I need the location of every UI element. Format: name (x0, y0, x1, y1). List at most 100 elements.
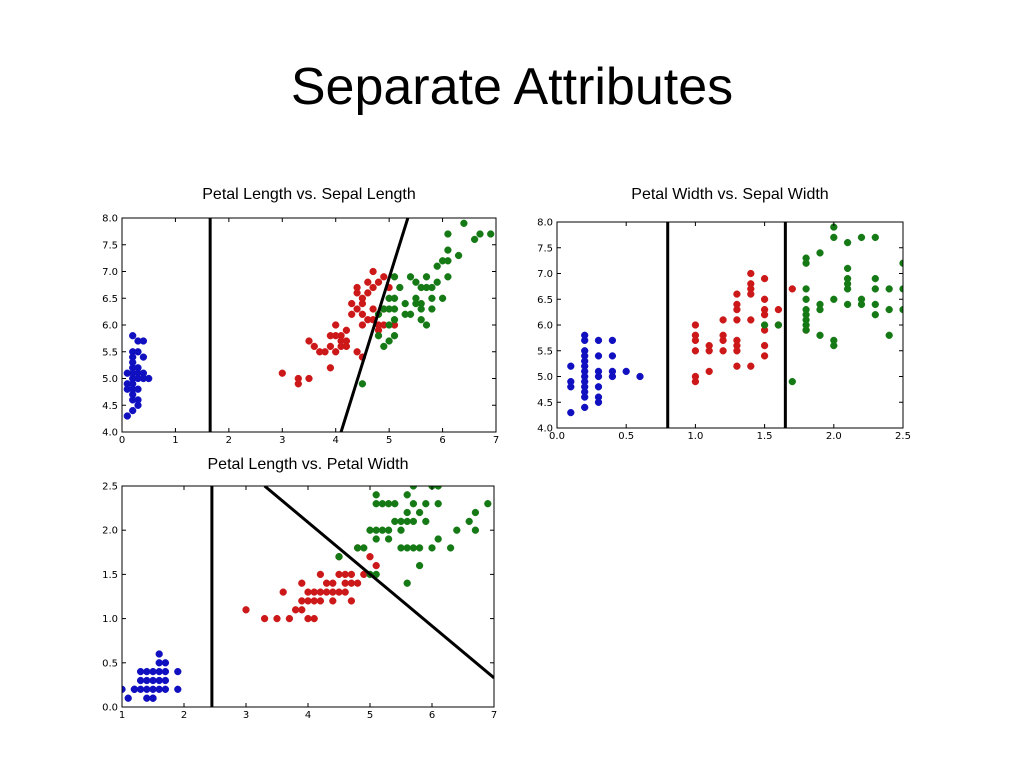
data-point-series-0 (567, 362, 575, 370)
data-point-series-1 (364, 278, 372, 286)
data-point-series-0 (594, 352, 603, 360)
data-point-series-1 (348, 310, 356, 318)
data-point-series-2 (428, 544, 436, 552)
data-point-series-1 (341, 570, 349, 579)
slide-title: Separate Attributes (290, 58, 734, 116)
data-point-series-2 (372, 526, 380, 534)
data-point-series-2 (409, 486, 418, 490)
data-point-series-2 (390, 273, 399, 281)
data-point-series-2 (403, 517, 411, 526)
x-tick-label: 1.0 (687, 431, 703, 442)
data-point-series-1 (322, 588, 331, 596)
data-point-series-2 (401, 299, 409, 308)
data-point-series-0 (149, 685, 157, 693)
data-point-series-1 (760, 274, 769, 283)
data-point-series-2 (417, 305, 425, 313)
data-point-series-1 (353, 579, 362, 587)
data-point-series-2 (802, 295, 810, 303)
data-point-series-2 (415, 561, 424, 570)
data-point-series-2 (422, 500, 430, 508)
data-point-series-0 (161, 676, 170, 685)
data-point-series-2 (843, 274, 852, 283)
data-point-series-2 (403, 491, 411, 499)
decision-boundary-line (339, 218, 410, 432)
data-point-series-2 (871, 274, 879, 283)
data-point-series-0 (155, 650, 163, 658)
data-point-series-1 (335, 570, 343, 579)
data-point-series-2 (871, 300, 879, 309)
data-point-series-2 (397, 517, 405, 526)
data-point-series-1 (342, 337, 351, 345)
data-point-series-1 (335, 588, 343, 596)
data-point-series-2 (802, 305, 810, 314)
data-point-series-2 (390, 332, 399, 340)
data-point-series-0 (129, 332, 137, 340)
y-tick-label: 4.0 (102, 428, 118, 439)
data-point-series-1 (733, 362, 741, 370)
data-point-series-1 (279, 588, 287, 596)
data-point-series-2 (385, 321, 393, 329)
data-point-series-0 (136, 685, 145, 693)
y-tick-label: 5.0 (537, 372, 553, 383)
data-point-series-0 (143, 667, 151, 676)
data-point-series-1 (304, 597, 312, 605)
x-tick-label: 1 (172, 435, 178, 446)
data-point-series-2 (487, 230, 495, 238)
data-point-series-2 (412, 278, 420, 286)
data-point-series-1 (304, 614, 312, 623)
data-point-series-2 (378, 526, 387, 534)
data-point-series-2 (406, 273, 415, 281)
data-point-series-1 (321, 348, 329, 356)
data-point-series-2 (397, 544, 405, 552)
data-point-series-0 (155, 676, 163, 685)
data-point-series-0 (567, 377, 575, 386)
data-point-series-0 (130, 685, 139, 693)
data-point-series-0 (124, 694, 132, 702)
data-point-series-0 (136, 676, 145, 685)
data-point-series-0 (134, 348, 142, 356)
data-point-series-2 (385, 294, 393, 302)
data-point-series-2 (830, 295, 838, 303)
data-point-series-1 (369, 267, 377, 276)
data-point-series-2 (444, 257, 452, 265)
data-point-series-0 (155, 685, 163, 693)
data-point-series-1 (774, 305, 783, 314)
data-point-series-2 (384, 500, 393, 508)
data-point-series-2 (885, 305, 893, 314)
data-point-series-1 (316, 597, 325, 605)
y-tick-label: 1.0 (102, 614, 118, 625)
data-point-series-0 (594, 336, 603, 345)
data-point-series-1 (733, 300, 741, 309)
data-point-series-1 (332, 348, 340, 356)
data-point-series-2 (390, 316, 399, 324)
data-point-series-0 (636, 372, 644, 381)
data-point-series-2 (409, 544, 418, 552)
data-point-series-2 (385, 337, 393, 345)
data-point-series-0 (161, 685, 170, 693)
data-point-series-2 (396, 283, 404, 292)
data-point-series-1 (329, 579, 337, 587)
data-point-series-1 (719, 347, 727, 355)
data-point-series-0 (139, 337, 148, 345)
data-point-series-2 (353, 544, 362, 552)
data-point-series-1 (310, 597, 318, 605)
x-tick-label: 4 (333, 435, 339, 446)
data-point-series-1 (304, 588, 312, 596)
data-point-series-2 (372, 535, 380, 543)
data-point-series-2 (885, 331, 893, 339)
data-point-series-0 (581, 403, 589, 412)
data-point-series-2 (816, 300, 824, 309)
x-tick-label: 1 (119, 710, 125, 721)
data-point-series-2 (360, 544, 368, 552)
y-tick-label: 7.0 (537, 269, 553, 280)
y-tick-label: 4.0 (537, 424, 553, 435)
data-point-series-1 (329, 588, 337, 596)
data-point-series-2 (454, 251, 463, 260)
data-point-series-0 (149, 676, 157, 685)
data-point-series-0 (149, 694, 157, 702)
y-tick-label: 7.5 (102, 240, 118, 251)
y-tick-label: 5.5 (537, 346, 553, 357)
data-point-series-2 (358, 380, 367, 388)
data-point-series-2 (415, 508, 424, 517)
data-point-series-1 (747, 280, 755, 288)
